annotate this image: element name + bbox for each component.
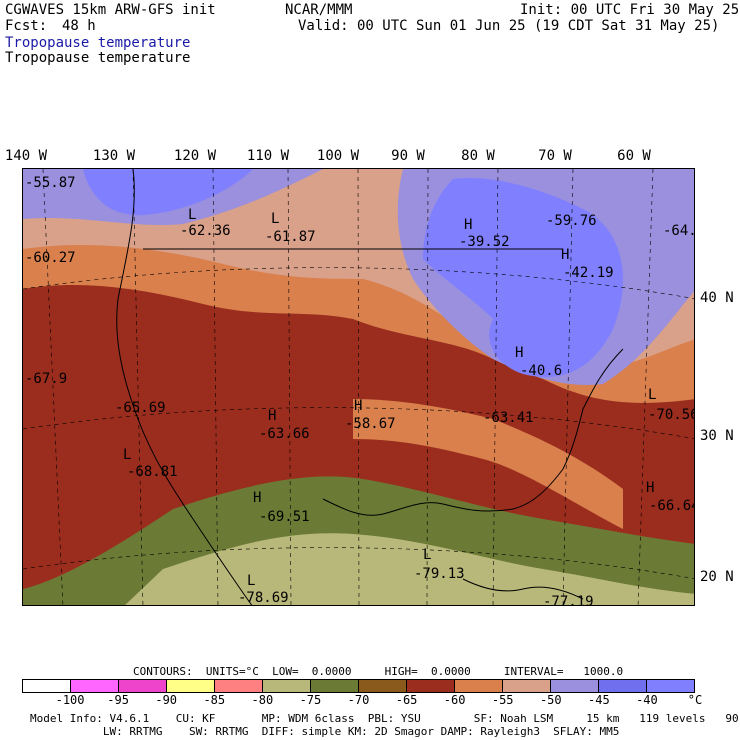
lon-label: 70 W	[538, 148, 572, 164]
colorbar-swatch	[647, 680, 694, 692]
colorbar-swatch	[263, 680, 311, 692]
colorbar-swatch	[455, 680, 503, 692]
colorbar-label: -70	[347, 693, 370, 707]
temp-value: -60.27	[25, 250, 76, 266]
temp-value: -66.64	[649, 498, 695, 514]
colorbar-label: -100	[55, 693, 85, 707]
lon-label: 100 W	[316, 148, 360, 164]
valid-time: Valid: 00 UTC Sun 01 Jun 25 (19 CDT Sat …	[298, 18, 720, 34]
colorbar-label: °C	[687, 693, 703, 707]
lon-label: 80 W	[461, 148, 495, 164]
colorbar-label: -40	[636, 693, 658, 707]
temp-value: -42.19	[563, 265, 614, 281]
temp-value: -78.69	[238, 590, 289, 606]
colorbar-label: -45	[588, 693, 610, 707]
low-marker: L	[188, 207, 196, 223]
colorbar-swatch	[23, 680, 71, 692]
colorbar-label: -80	[251, 693, 274, 707]
colorbar-label: -60	[443, 693, 466, 707]
temp-value: -77.19	[543, 594, 594, 606]
model-info-line2: LW: RRTMG SW: RRTMG DIFF: simple KM: 2D …	[30, 725, 620, 738]
coastlines	[116, 169, 624, 605]
model-title: CGWAVES 15km ARW-GFS init	[5, 2, 216, 18]
temp-value: -65.69	[115, 400, 166, 416]
high-marker: H	[464, 217, 472, 233]
band-khaki	[125, 533, 694, 605]
colorbar-label: -75	[299, 693, 322, 707]
colorbar-swatch	[215, 680, 263, 692]
low-marker: L	[271, 211, 279, 227]
temp-value: -70.56	[648, 407, 695, 423]
contours-info: CONTOURS: UNITS=°C LOW= 0.0000 HIGH= 0.0…	[133, 665, 624, 678]
temp-value: -64.1	[663, 223, 695, 239]
tropopause-temperature-map: -55.87 -60.27 L -62.36 L -61.87 H -39.52…	[22, 168, 695, 606]
temp-value: -63.41	[483, 410, 534, 426]
colorbar-swatch	[551, 680, 599, 692]
lon-label: 140 W	[4, 148, 48, 164]
low-marker: L	[123, 447, 131, 463]
model-info-line1: Model Info: V4.6.1 CU: KF MP: WDM 6class…	[30, 712, 740, 725]
colorbar-swatch	[599, 680, 647, 692]
temp-value: -63.66	[259, 426, 310, 442]
colorbar-swatch	[359, 680, 407, 692]
temp-value: -79.13	[414, 566, 465, 582]
temp-value: -59.76	[546, 213, 597, 229]
colorbar	[22, 679, 695, 693]
temp-value: -69.51	[259, 509, 310, 525]
band-orange-south	[353, 399, 623, 529]
forecast-hours: 48 h	[62, 18, 96, 34]
field-title-1: Tropopause temperature	[5, 35, 191, 51]
low-marker: L	[247, 573, 255, 589]
colorbar-swatch	[503, 680, 551, 692]
svg-text:-55.87: -55.87	[25, 175, 76, 191]
colorbar-label: -55	[491, 693, 514, 707]
init-time: Init: 00 UTC Fri 30 May 25	[520, 2, 740, 18]
temp-value: -39.52	[459, 234, 510, 250]
colorbar-label: -95	[107, 693, 129, 707]
colorbar-swatch	[71, 680, 119, 692]
high-marker: H	[646, 480, 654, 496]
pressure-labels: -55.87 -60.27 L -62.36 L -61.87 H -39.52…	[25, 175, 695, 606]
high-marker: H	[354, 398, 362, 414]
lon-label: 130 W	[92, 148, 136, 164]
temp-value: -68.81	[127, 464, 178, 480]
lat-label: 30 N	[700, 428, 734, 444]
colorbar-swatch	[311, 680, 359, 692]
lat-label: 20 N	[700, 569, 734, 585]
temp-value: -67.9	[25, 371, 67, 387]
lon-label: 120 W	[173, 148, 217, 164]
svg-text:-60.27: -60.27	[25, 250, 76, 266]
temp-value: -40.6	[520, 363, 562, 379]
low-marker: L	[423, 547, 431, 563]
forecast-label: Fcst:	[5, 18, 48, 34]
high-marker: H	[515, 345, 523, 361]
high-marker: H	[253, 490, 261, 506]
temp-value: -58.67	[345, 416, 396, 432]
lon-label: 110 W	[246, 148, 290, 164]
colorbar-label: -65	[395, 693, 418, 707]
lat-label: 40 N	[700, 290, 734, 306]
field-title-2: Tropopause temperature	[5, 50, 191, 66]
map-svg: -55.87 -60.27 L -62.36 L -61.87 H -39.52…	[23, 169, 695, 606]
colorbar-label: -50	[539, 693, 562, 707]
colorbar-swatch	[167, 680, 215, 692]
cold-core-west	[83, 169, 253, 216]
high-marker: H	[268, 408, 276, 424]
colorbar-label: -90	[155, 693, 178, 707]
colorbar-swatch	[407, 680, 455, 692]
center-name: NCAR/MMM	[285, 2, 353, 18]
low-marker: L	[648, 387, 656, 403]
lon-label: 90 W	[391, 148, 425, 164]
colorbar-label: -85	[203, 693, 226, 707]
temp-value: -55.87	[25, 175, 76, 191]
temp-value: -62.36	[180, 223, 231, 239]
temp-value: -61.87	[265, 229, 316, 245]
colorbar-swatch	[119, 680, 167, 692]
graticule	[23, 169, 694, 605]
lon-label: 60 W	[617, 148, 651, 164]
high-marker: H	[561, 247, 569, 263]
cold-core-east	[423, 178, 623, 377]
